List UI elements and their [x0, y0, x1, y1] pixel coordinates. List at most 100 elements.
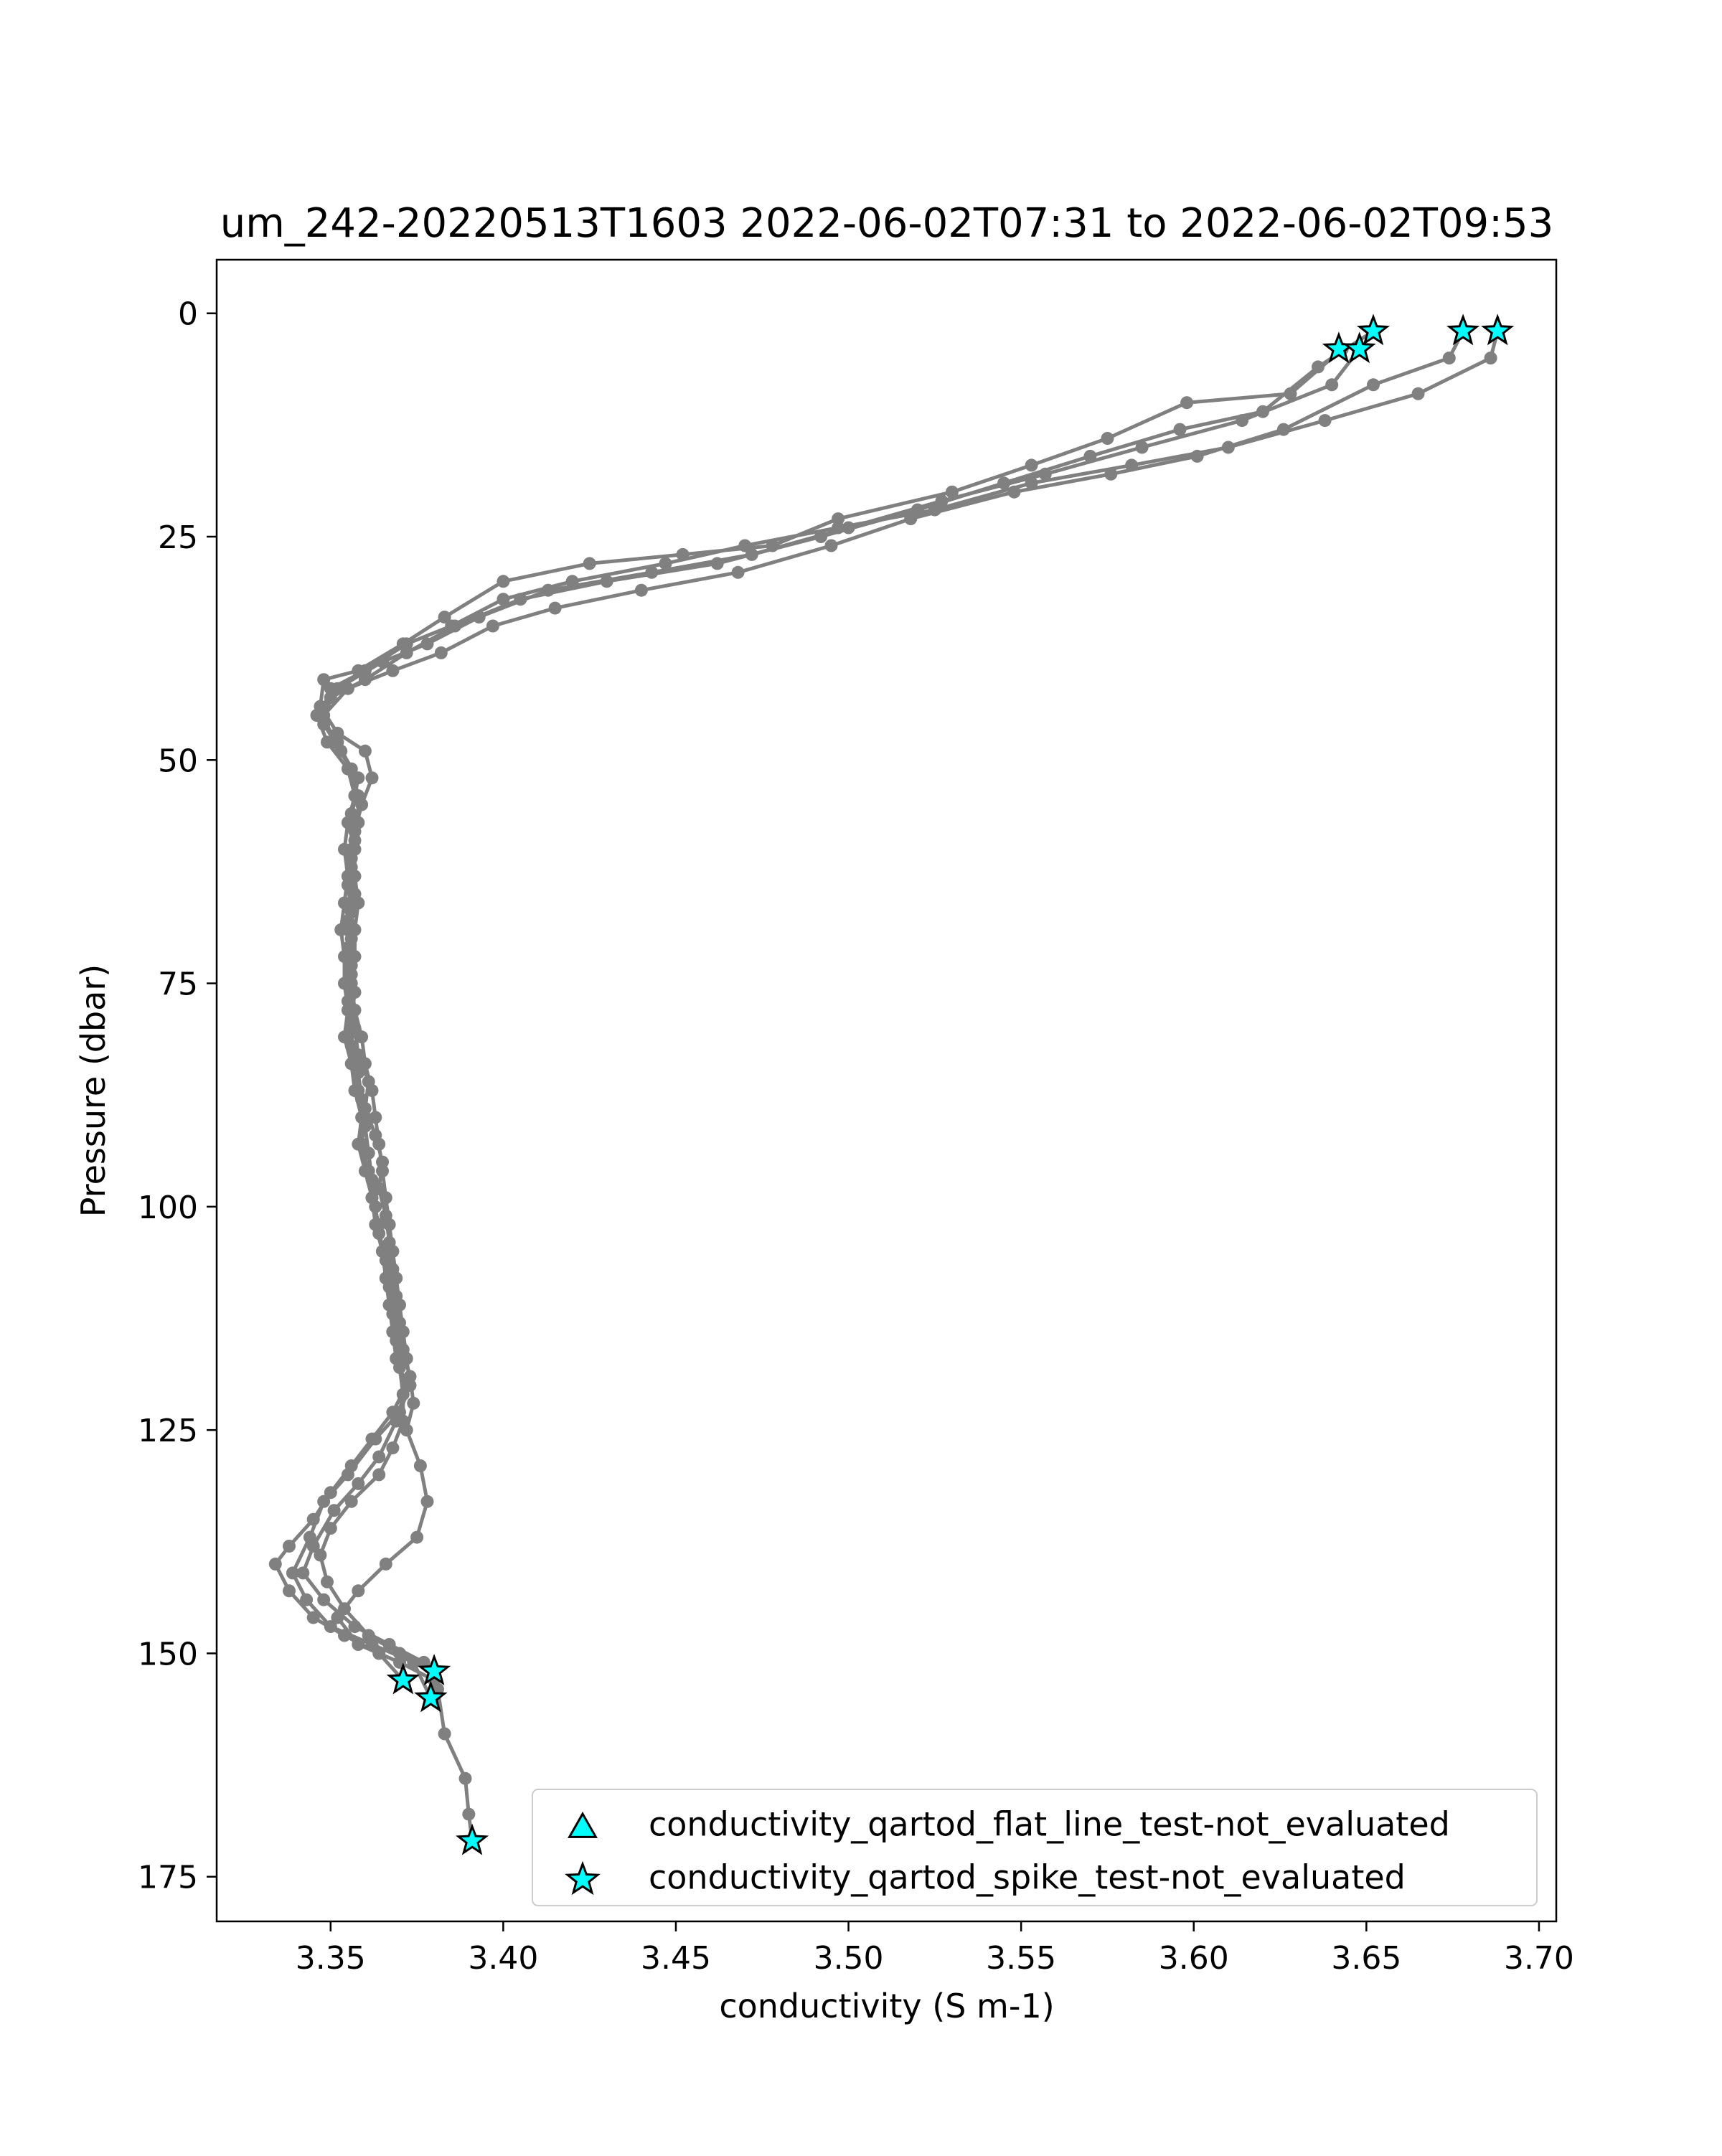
profile-point-4-28	[344, 1003, 358, 1017]
profile-point-3-28	[355, 1030, 369, 1044]
profile-point-2-3	[1173, 423, 1187, 436]
profile-point-2-41	[400, 1423, 413, 1437]
profile-point-2-8	[710, 557, 724, 570]
legend-triangle-shape	[568, 1811, 598, 1838]
profile-point-4-11	[565, 575, 579, 588]
profile-point-1-48	[306, 1611, 320, 1624]
profile-point-4-15	[358, 664, 372, 677]
profile-point-4-2	[1411, 387, 1425, 400]
axes-frame	[215, 258, 1558, 1923]
profile-point-0-56	[462, 1807, 476, 1821]
profile-point-3-8	[824, 539, 838, 552]
profile-point-3-32	[372, 1137, 386, 1151]
profile-point-0-10	[497, 575, 510, 588]
profile-point-0-4	[1025, 458, 1038, 472]
profile-point-4-10	[659, 557, 672, 570]
profile-point-4-20	[348, 789, 362, 803]
profile-point-4-4	[1221, 441, 1235, 454]
profile-point-4-39	[382, 1298, 396, 1312]
profile-point-3-13	[434, 646, 448, 659]
profile-point-4-19	[344, 762, 358, 776]
profile-point-3-33	[376, 1164, 389, 1178]
profile-point-0-43	[386, 1441, 400, 1455]
flag-series-6	[386, 314, 1515, 1855]
x-axis-label: conductivity (S m-1)	[719, 1987, 1054, 2025]
profile-point-3-49	[324, 1620, 337, 1634]
profile-point-4-8	[832, 521, 845, 535]
y-axis-label: Pressure (dbar)	[74, 964, 113, 1217]
profile-point-4-40	[386, 1325, 400, 1339]
legend-box	[532, 1789, 1538, 1906]
y-tick-label-5: 125	[138, 1413, 198, 1449]
profile-point-2-5	[997, 476, 1011, 490]
profile-point-4-22	[344, 842, 358, 856]
profile-point-2-46	[352, 1584, 365, 1598]
y-tick-label-4: 100	[138, 1190, 198, 1226]
x-tick-label-2: 3.45	[641, 1940, 711, 1977]
profile-point-4-41	[390, 1352, 403, 1365]
profile-point-4-51	[382, 1638, 396, 1651]
profile-point-3-44	[341, 1468, 354, 1482]
profile-point-4-43	[390, 1414, 403, 1428]
spike-flag-star-5	[386, 1662, 420, 1695]
profile-point-2-12	[400, 646, 413, 659]
profile-point-4-26	[341, 950, 354, 964]
profile-point-4-1	[1484, 352, 1497, 364]
profile-point-2-4	[1083, 449, 1097, 463]
profile-point-2-40	[407, 1396, 420, 1410]
profile-point-0-9	[583, 557, 596, 570]
x-tick-label-1: 3.40	[468, 1940, 538, 1977]
legend-label-flat-line-test: conductivity_qartod_flat_line_test-not_e…	[649, 1805, 1450, 1844]
profile-point-0-47	[314, 1548, 327, 1562]
profile-point-0-2	[1180, 396, 1194, 410]
profile-point-4-16	[324, 682, 337, 695]
profile-point-2-32	[372, 1182, 386, 1195]
profile-point-4-5	[1125, 458, 1139, 472]
profile-point-3-2	[1367, 378, 1380, 392]
profile-point-3-11	[548, 601, 562, 615]
x-tick-label-6: 3.65	[1331, 1940, 1401, 1977]
spike-flag-star-3	[1446, 314, 1480, 346]
profile-point-3-29	[358, 1057, 372, 1070]
profile-point-0-18	[365, 771, 379, 785]
profile-point-4-3	[1318, 414, 1332, 428]
x-tick-label-5: 3.60	[1159, 1940, 1229, 1977]
profile-point-0-17	[358, 744, 372, 758]
profile-point-4-25	[341, 923, 354, 936]
profile-point-3-39	[396, 1325, 410, 1339]
profile-point-3-47	[286, 1566, 299, 1580]
profile-point-1-45	[283, 1540, 296, 1553]
profile-point-4-23	[341, 870, 354, 883]
chart-title: um_242-20220513T1603 2022-06-02T07:31 to…	[220, 200, 1554, 247]
profile-point-4-36	[372, 1218, 386, 1231]
y-axis: 0 25 50 75 100 125 150 175	[138, 296, 217, 1896]
profile-point-3-50	[365, 1638, 379, 1651]
profile-point-2-43	[420, 1494, 434, 1508]
profile-point-0-5	[945, 485, 959, 499]
profile-point-3-48	[300, 1593, 314, 1606]
profile-point-4-30	[348, 1057, 362, 1070]
profile-point-0-6	[832, 512, 845, 526]
profile-point-3-1	[1442, 352, 1456, 364]
profile-point-4-29	[341, 1030, 354, 1044]
y-tick-label-6: 150	[138, 1636, 198, 1672]
profile-point-4-18	[331, 735, 344, 749]
profile-point-1-3	[1135, 441, 1149, 454]
profile-point-4-14	[400, 637, 413, 651]
profile-point-3-37	[390, 1271, 403, 1285]
profile-point-4-6	[1025, 476, 1038, 490]
profile-point-3-30	[365, 1084, 379, 1097]
spike-flag-star-8	[456, 1823, 489, 1855]
spike-flag-star-1	[1342, 331, 1376, 364]
profile-point-4-33	[355, 1137, 369, 1151]
profile-point-0-48	[321, 1575, 334, 1588]
x-tick-label-7: 3.70	[1504, 1940, 1574, 1977]
spike-flag-star-4	[1481, 314, 1515, 346]
y-tick-label-7: 175	[138, 1860, 198, 1896]
profile-point-0-55	[458, 1771, 472, 1785]
profile-point-4-38	[379, 1271, 392, 1285]
profile-point-3-40	[400, 1352, 413, 1365]
profile-point-4-21	[344, 816, 358, 829]
profile-point-3-36	[386, 1245, 400, 1258]
